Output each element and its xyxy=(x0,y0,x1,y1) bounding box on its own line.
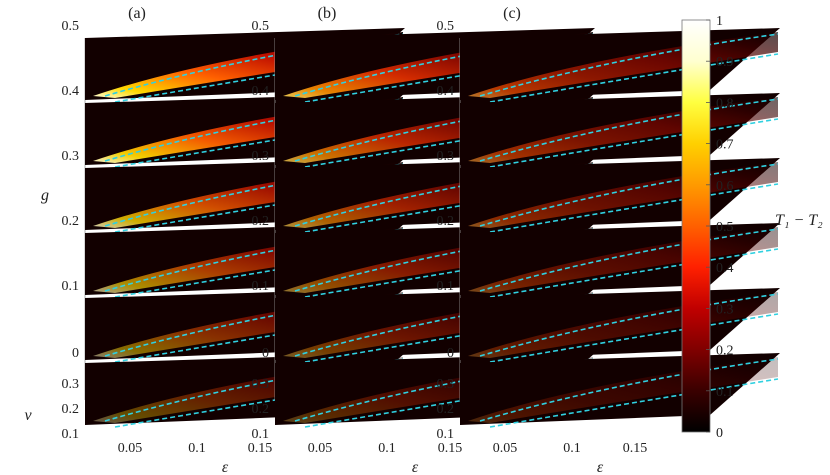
v-tick-label: 0.2 xyxy=(437,402,455,417)
cyan-curve-upper xyxy=(104,98,404,162)
g-tick-label: 0.4 xyxy=(252,84,270,99)
v-tick-label: 0.2 xyxy=(62,402,80,417)
cyan-curve-upper xyxy=(294,358,594,422)
g-tick-label: 0.4 xyxy=(62,84,80,99)
cyan-curve-upper xyxy=(294,33,594,97)
v-tick-label: 0.3 xyxy=(437,377,455,392)
colorbar-tick-label: 0.7 xyxy=(716,138,734,153)
cyan-curve-lower xyxy=(114,118,404,168)
v-tick-label: 0.1 xyxy=(62,427,80,442)
panel-label: (a) xyxy=(128,5,146,22)
g-tick-label: 0 xyxy=(72,346,79,361)
cyan-curve-lower xyxy=(114,313,404,363)
cyan-curve-lower xyxy=(489,118,779,168)
cyan-curve-upper xyxy=(479,358,779,422)
panel-label: (c) xyxy=(503,5,521,22)
eps-tick-label: 0.1 xyxy=(563,441,581,456)
eps-axis-label: ε xyxy=(412,459,419,475)
cyan-curve-upper xyxy=(479,293,779,357)
g-tick-label: 0.5 xyxy=(437,19,455,34)
cyan-curve-upper xyxy=(104,33,404,97)
v-axis-label: v xyxy=(24,407,32,424)
cyan-curve-lower xyxy=(489,313,779,363)
cyan-curve-upper xyxy=(479,228,779,292)
colorbar: 0 0.1 0.2 0.3 0.4 0.5 0.6 0.7 0.8 0.9 1 T₁ − T₂ xyxy=(681,14,823,441)
v-tick-label: 0.1 xyxy=(437,427,455,442)
g-tick-label: 0.2 xyxy=(252,214,270,229)
g-tick-label: 0.1 xyxy=(62,279,80,294)
g-tick-label: 0.5 xyxy=(252,19,270,34)
g-tick-label: 0.1 xyxy=(252,279,270,294)
cyan-curve-lower xyxy=(304,248,594,298)
cyan-curve-upper xyxy=(479,33,779,97)
colorbar-tick-label: 0 xyxy=(716,426,723,441)
cyan-curve-lower xyxy=(114,53,404,103)
eps-tick-label: 0.1 xyxy=(188,441,206,456)
cyan-curve-lower xyxy=(304,183,594,233)
cyan-curve-lower xyxy=(114,183,404,233)
eps-tick-label: 0.05 xyxy=(118,441,143,456)
cyan-curve-lower xyxy=(489,53,779,103)
cyan-curve-lower xyxy=(489,378,779,428)
g-tick-label: 0 xyxy=(447,346,454,361)
eps-tick-label: 0.15 xyxy=(248,441,273,456)
cyan-curve-upper xyxy=(479,98,779,162)
cyan-curve-lower xyxy=(304,118,594,168)
eps-axis-label: ε xyxy=(222,459,229,475)
panels-group: (a)0.50.40.30.20.100.10.20.30.05 0.1 0.15ε… xyxy=(24,5,780,475)
colorbar-tick-label: 0.6 xyxy=(716,179,734,194)
eps-tick-label: 0.05 xyxy=(493,441,518,456)
colorbar-tick-label: 0.2 xyxy=(716,344,734,359)
g-tick-label: 0.1 xyxy=(437,279,455,294)
colorbar-tick-label: 0.1 xyxy=(716,385,734,400)
eps-tick-label: 0.05 xyxy=(308,441,333,456)
colorbar-tick-label: 1 xyxy=(716,14,723,29)
cyan-curve-upper xyxy=(104,163,404,227)
g-tick-label: 0.4 xyxy=(437,84,455,99)
panel-3: (c)0.50.40.30.20.100.10.20.30.05 0.1 0.15ε xyxy=(437,5,780,475)
eps-tick-label: 0.15 xyxy=(438,441,463,456)
v-tick-label: 0.3 xyxy=(62,377,80,392)
cyan-curve-upper xyxy=(294,228,594,292)
v-tick-label: 0.3 xyxy=(252,377,270,392)
g-tick-label: 0.3 xyxy=(62,149,80,164)
cyan-curve-lower xyxy=(304,378,594,428)
cyan-curve-lower xyxy=(489,183,779,233)
panel-label: (b) xyxy=(318,5,337,22)
cyan-curve-lower xyxy=(114,248,404,298)
eps-tick-label: 0.1 xyxy=(378,441,396,456)
colorbar-tick-label: 0.4 xyxy=(716,261,734,276)
cyan-curve-upper xyxy=(294,98,594,162)
cyan-curve-lower xyxy=(489,248,779,298)
cyan-curve-upper xyxy=(104,293,404,357)
colorbar-gradient xyxy=(681,19,711,433)
colorbar-tick-label: 0.3 xyxy=(716,302,734,317)
eps-axis-label: ε xyxy=(597,459,604,475)
eps-tick-label: 0.15 xyxy=(623,441,648,456)
v-tick-label: 0.1 xyxy=(252,427,270,442)
g-tick-label: 0.2 xyxy=(62,214,80,229)
colorbar-label: T₁ − T₂ xyxy=(775,212,823,229)
g-tick-label: 0.3 xyxy=(252,149,270,164)
g-tick-label: 0.2 xyxy=(437,214,455,229)
cyan-curve-upper xyxy=(294,293,594,357)
g-tick-label: 0 xyxy=(262,346,269,361)
g-tick-label: 0.5 xyxy=(62,19,80,34)
colorbar-tick-label: 0.8 xyxy=(716,96,734,111)
g-axis-label: g xyxy=(41,187,49,204)
v-tick-label: 0.2 xyxy=(252,402,270,417)
cyan-curve-upper xyxy=(479,163,779,227)
g-tick-label: 0.3 xyxy=(437,149,455,164)
cyan-curve-upper xyxy=(294,163,594,227)
cyan-curve-lower xyxy=(304,53,594,103)
cyan-curve-lower xyxy=(114,378,404,428)
colorbar-tick-label: 0.5 xyxy=(716,220,734,235)
cyan-curve-lower xyxy=(304,313,594,363)
cyan-curve-upper xyxy=(104,358,404,422)
colorbar-tick-label: 0.9 xyxy=(716,55,734,70)
cyan-curve-upper xyxy=(104,228,404,292)
